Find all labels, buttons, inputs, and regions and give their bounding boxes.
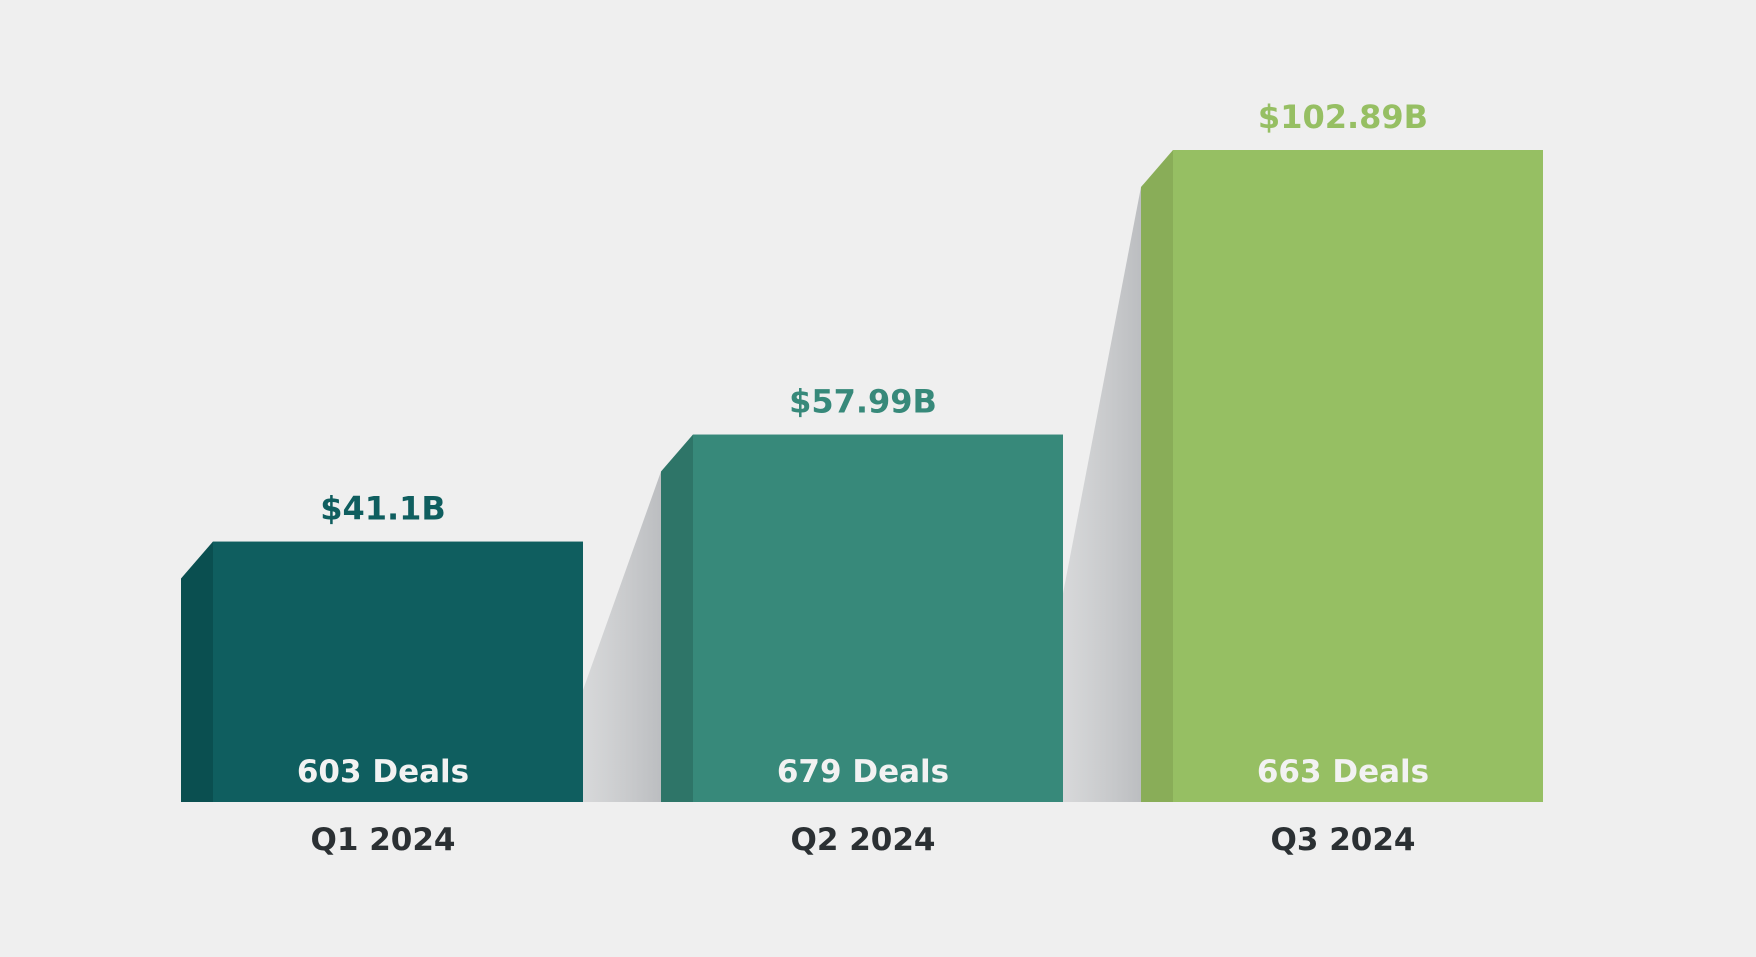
value-label: $102.89B: [1258, 98, 1428, 136]
labels-group: $41.1B 603 Deals Q1 2024 $57.99B 679 Deals Q2…: [297, 98, 1429, 858]
deal-count-label: 663 Deals: [1257, 754, 1429, 790]
bar-face: [213, 541, 583, 802]
category-label: Q2 2024: [791, 822, 936, 858]
bar-face: [1173, 150, 1543, 802]
bars-group: [181, 150, 1543, 802]
bar-face: [693, 434, 1063, 802]
value-label: $57.99B: [789, 383, 937, 421]
bar-1: [181, 541, 583, 802]
bar-side: [181, 541, 213, 802]
bar-side: [1141, 150, 1173, 802]
deal-count-label: 603 Deals: [297, 754, 469, 790]
bar-side: [661, 434, 693, 802]
bar-3: [1141, 150, 1543, 802]
category-label: Q1 2024: [311, 822, 456, 858]
bar-shadow: [543, 471, 661, 802]
category-label: Q3 2024: [1271, 822, 1416, 858]
deal-count-label: 679 Deals: [777, 754, 949, 790]
bar-2: [661, 434, 1063, 802]
value-label: $41.1B: [320, 490, 446, 528]
